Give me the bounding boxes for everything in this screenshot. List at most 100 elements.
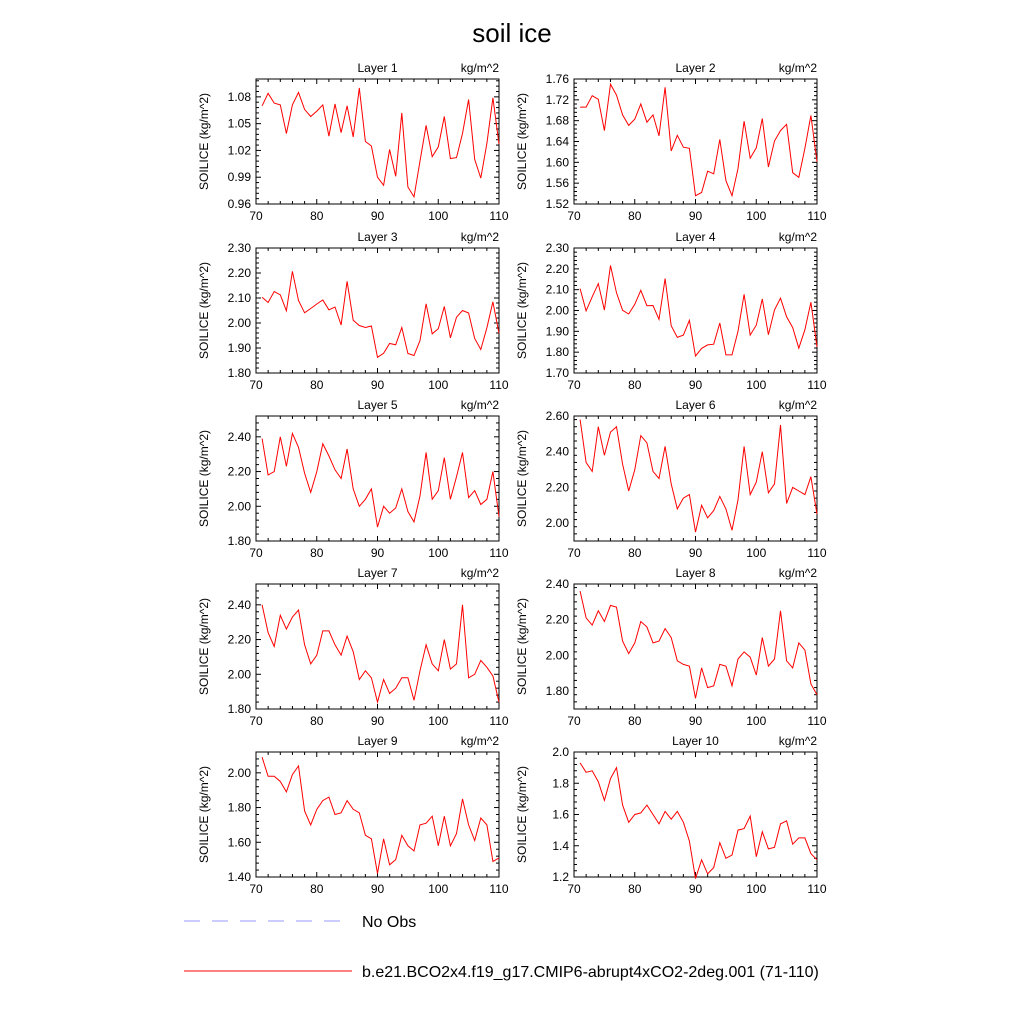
x-tick-label: 90	[371, 714, 385, 728]
y-tick-label: 1.4	[552, 839, 569, 853]
x-tick-label: 100	[428, 378, 448, 392]
x-tick-label: 100	[746, 714, 766, 728]
y-tick-label: 1.80	[228, 534, 252, 548]
x-tick-label: 100	[428, 882, 448, 896]
y-tick-label: 1.76	[546, 72, 570, 86]
x-tick-label: 70	[567, 882, 581, 896]
x-tick-label: 100	[428, 546, 448, 560]
x-tick-label: 90	[371, 378, 385, 392]
x-tick-label: 90	[689, 378, 703, 392]
series-line	[261, 431, 500, 528]
x-tick-label: 110	[807, 209, 826, 223]
x-tick-label: 80	[628, 882, 642, 896]
y-tick-label: 1.80	[228, 702, 252, 716]
y-tick-label: 2.40	[228, 598, 252, 612]
x-tick-label: 90	[689, 882, 703, 896]
y-tick-label: 1.80	[228, 366, 252, 380]
y-tick-label: 2.40	[228, 430, 252, 444]
plot-frame	[573, 583, 818, 710]
x-tick-label: 80	[310, 882, 324, 896]
x-tick-label: 80	[628, 378, 642, 392]
y-axis-label: SOILICE (kg/m^2)	[515, 93, 529, 190]
y-tick-label: 2.00	[546, 648, 570, 662]
y-tick-label: 1.8	[552, 776, 569, 790]
series-line	[261, 271, 500, 359]
y-tick-label: 1.6	[552, 808, 569, 822]
y-axis-label: SOILICE (kg/m^2)	[197, 766, 211, 863]
x-tick-label: 70	[567, 209, 581, 223]
panel-units: kg/m^2	[779, 61, 818, 75]
panel-units: kg/m^2	[779, 398, 818, 412]
x-tick-label: 70	[249, 209, 263, 223]
panel-units: kg/m^2	[779, 566, 818, 580]
panel-units: kg/m^2	[779, 230, 818, 244]
y-axis-label: SOILICE (kg/m^2)	[197, 93, 211, 190]
x-tick-label: 80	[628, 209, 642, 223]
x-tick-label: 110	[807, 378, 826, 392]
y-axis-label: SOILICE (kg/m^2)	[197, 598, 211, 695]
y-tick-label: 2.20	[546, 262, 570, 276]
y-tick-label: 2.60	[546, 409, 570, 423]
x-tick-label: 70	[249, 546, 263, 560]
y-tick-label: 2.00	[228, 316, 252, 330]
y-tick-label: 2.00	[228, 667, 252, 681]
y-tick-label: 2.00	[546, 516, 570, 530]
x-tick-label: 90	[689, 209, 703, 223]
series-line	[579, 590, 818, 699]
y-tick-label: 2.00	[546, 304, 570, 318]
y-tick-label: 2.20	[228, 633, 252, 647]
y-tick-label: 1.60	[228, 835, 252, 849]
x-tick-label: 90	[371, 546, 385, 560]
y-axis-label: SOILICE (kg/m^2)	[515, 598, 529, 695]
panel-layer-8: Layer 8 kg/m^2 SOILICE (kg/m^2) 70 80 90 100 11…	[515, 566, 827, 728]
panel-layer-3: Layer 3 kg/m^2 SOILICE (kg/m^2) 70 80 90 100 11…	[197, 230, 509, 392]
figure-title: soil ice	[472, 18, 551, 48]
y-tick-label: 1.02	[228, 143, 252, 157]
series-line	[579, 265, 818, 358]
panel-title: Layer 3	[357, 230, 397, 244]
plot-frame	[255, 583, 500, 710]
y-tick-label: 2.20	[228, 465, 252, 479]
y-tick-label: 1.08	[228, 90, 252, 104]
panel-title: Layer 9	[357, 734, 397, 748]
panel-layer-2: Layer 2 kg/m^2 SOILICE (kg/m^2) 70 80 90 100 11…	[515, 61, 827, 223]
x-tick-label: 110	[489, 209, 508, 223]
legend-label-no-obs: No Obs	[362, 914, 416, 931]
series-line	[261, 757, 500, 874]
y-axis-label: SOILICE (kg/m^2)	[515, 262, 529, 359]
plot-frame	[573, 78, 818, 205]
y-tick-label: 1.72	[546, 93, 570, 107]
panel-layer-5: Layer 5 kg/m^2 SOILICE (kg/m^2) 70 80 90 100 11…	[197, 398, 509, 560]
y-tick-label: 2.40	[546, 577, 570, 591]
panel-units: kg/m^2	[461, 230, 500, 244]
plot-frame	[573, 415, 818, 542]
panel-layer-6: Layer 6 kg/m^2 SOILICE (kg/m^2) 70 80 90 100 11…	[515, 398, 827, 560]
legend: No Obs b.e21.BCO2x4.f19_g17.CMIP6-abrupt…	[184, 914, 819, 981]
x-tick-label: 70	[567, 714, 581, 728]
x-tick-label: 110	[807, 714, 826, 728]
x-tick-label: 110	[489, 378, 508, 392]
y-axis-label: SOILICE (kg/m^2)	[515, 430, 529, 527]
panel-title: Layer 5	[357, 398, 397, 412]
panel-layer-4: Layer 4 kg/m^2 SOILICE (kg/m^2) 70 80 90 100 11…	[515, 230, 827, 392]
panel-title: Layer 2	[675, 61, 715, 75]
x-tick-label: 80	[310, 378, 324, 392]
x-tick-label: 110	[807, 546, 826, 560]
series-line	[580, 82, 818, 198]
x-tick-label: 80	[628, 714, 642, 728]
y-tick-label: 2.0	[552, 745, 569, 759]
y-tick-label: 2.20	[228, 266, 252, 280]
x-tick-label: 100	[746, 546, 766, 560]
y-tick-label: 2.00	[228, 499, 252, 513]
plot-frame	[573, 751, 818, 878]
y-tick-label: 1.90	[546, 324, 570, 338]
x-tick-label: 80	[310, 209, 324, 223]
panel-title: Layer 10	[672, 734, 719, 748]
panel-title: Layer 6	[675, 398, 715, 412]
y-tick-label: 2.20	[546, 480, 570, 494]
y-axis-label: SOILICE (kg/m^2)	[197, 430, 211, 527]
y-tick-label: 1.64	[546, 135, 570, 149]
x-tick-label: 90	[371, 209, 385, 223]
panel-units: kg/m^2	[461, 734, 500, 748]
x-tick-label: 70	[249, 714, 263, 728]
